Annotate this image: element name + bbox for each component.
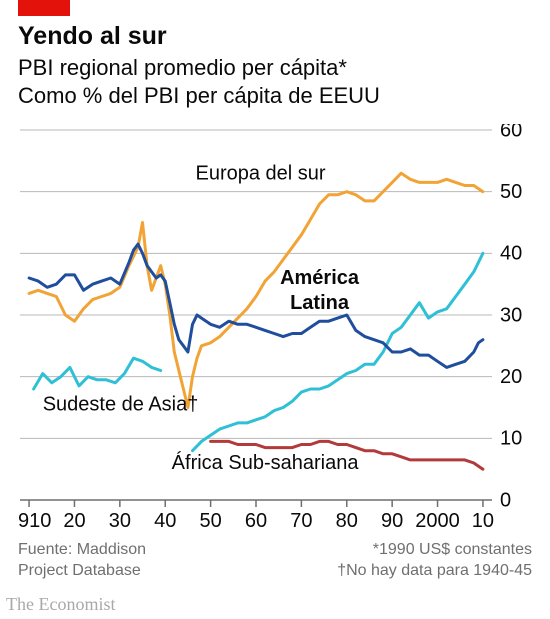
x-tick-label: 70 bbox=[290, 510, 312, 532]
series-label: Europa del sur bbox=[195, 162, 325, 184]
x-tick-label: 40 bbox=[154, 510, 176, 532]
subtitle-line1: PBI regional promedio per cápita* bbox=[18, 55, 347, 80]
y-tick-label: 0 bbox=[500, 489, 511, 511]
series-label: América bbox=[280, 267, 360, 289]
subtitle-line2: Como % del PBI per cápita de EEUU bbox=[18, 83, 380, 108]
chart-title: Yendo al sur bbox=[18, 22, 167, 51]
series-label: Sudeste de Asia† bbox=[43, 394, 199, 416]
x-tick-label: 1910 bbox=[18, 510, 51, 532]
x-tick-label: 90 bbox=[381, 510, 403, 532]
x-tick-label: 30 bbox=[109, 510, 131, 532]
y-tick-label: 20 bbox=[500, 366, 522, 388]
credit: The Economist bbox=[6, 594, 115, 615]
series-label: Latina bbox=[290, 292, 350, 314]
chart-subtitle: PBI regional promedio per cápita* Como %… bbox=[18, 54, 380, 109]
chart-footnotes: Fuente: Maddison Project Database *1990 … bbox=[18, 540, 532, 582]
y-tick-label: 40 bbox=[500, 243, 522, 265]
y-tick-label: 60 bbox=[500, 124, 522, 141]
brand-bar bbox=[18, 0, 70, 16]
x-tick-label: 60 bbox=[245, 510, 267, 532]
line-chart: 0 10 20 30 40 50 60 1910 20 30 40 50 60 70 80 90 2000 10 E… bbox=[18, 124, 532, 534]
x-tick-label: 2000 bbox=[415, 510, 460, 532]
source-line2: Project Database bbox=[18, 562, 141, 579]
y-tick-label: 50 bbox=[500, 181, 522, 203]
x-tick-label: 50 bbox=[199, 510, 221, 532]
footnote-line1: *1990 US$ constantes bbox=[373, 541, 532, 558]
source-line1: Fuente: Maddison bbox=[18, 541, 146, 558]
series-southern_europe bbox=[29, 173, 483, 407]
y-tick-label: 30 bbox=[500, 304, 522, 326]
footnote-line2: †No hay data para 1940-45 bbox=[337, 562, 532, 579]
series-label: África Sub-sahariana bbox=[172, 451, 360, 474]
x-tick-label: 20 bbox=[63, 510, 85, 532]
series-latin_america bbox=[29, 244, 483, 367]
y-tick-label: 10 bbox=[500, 428, 522, 450]
x-tick-label: 80 bbox=[336, 510, 358, 532]
x-tick-label: 10 bbox=[472, 510, 494, 532]
